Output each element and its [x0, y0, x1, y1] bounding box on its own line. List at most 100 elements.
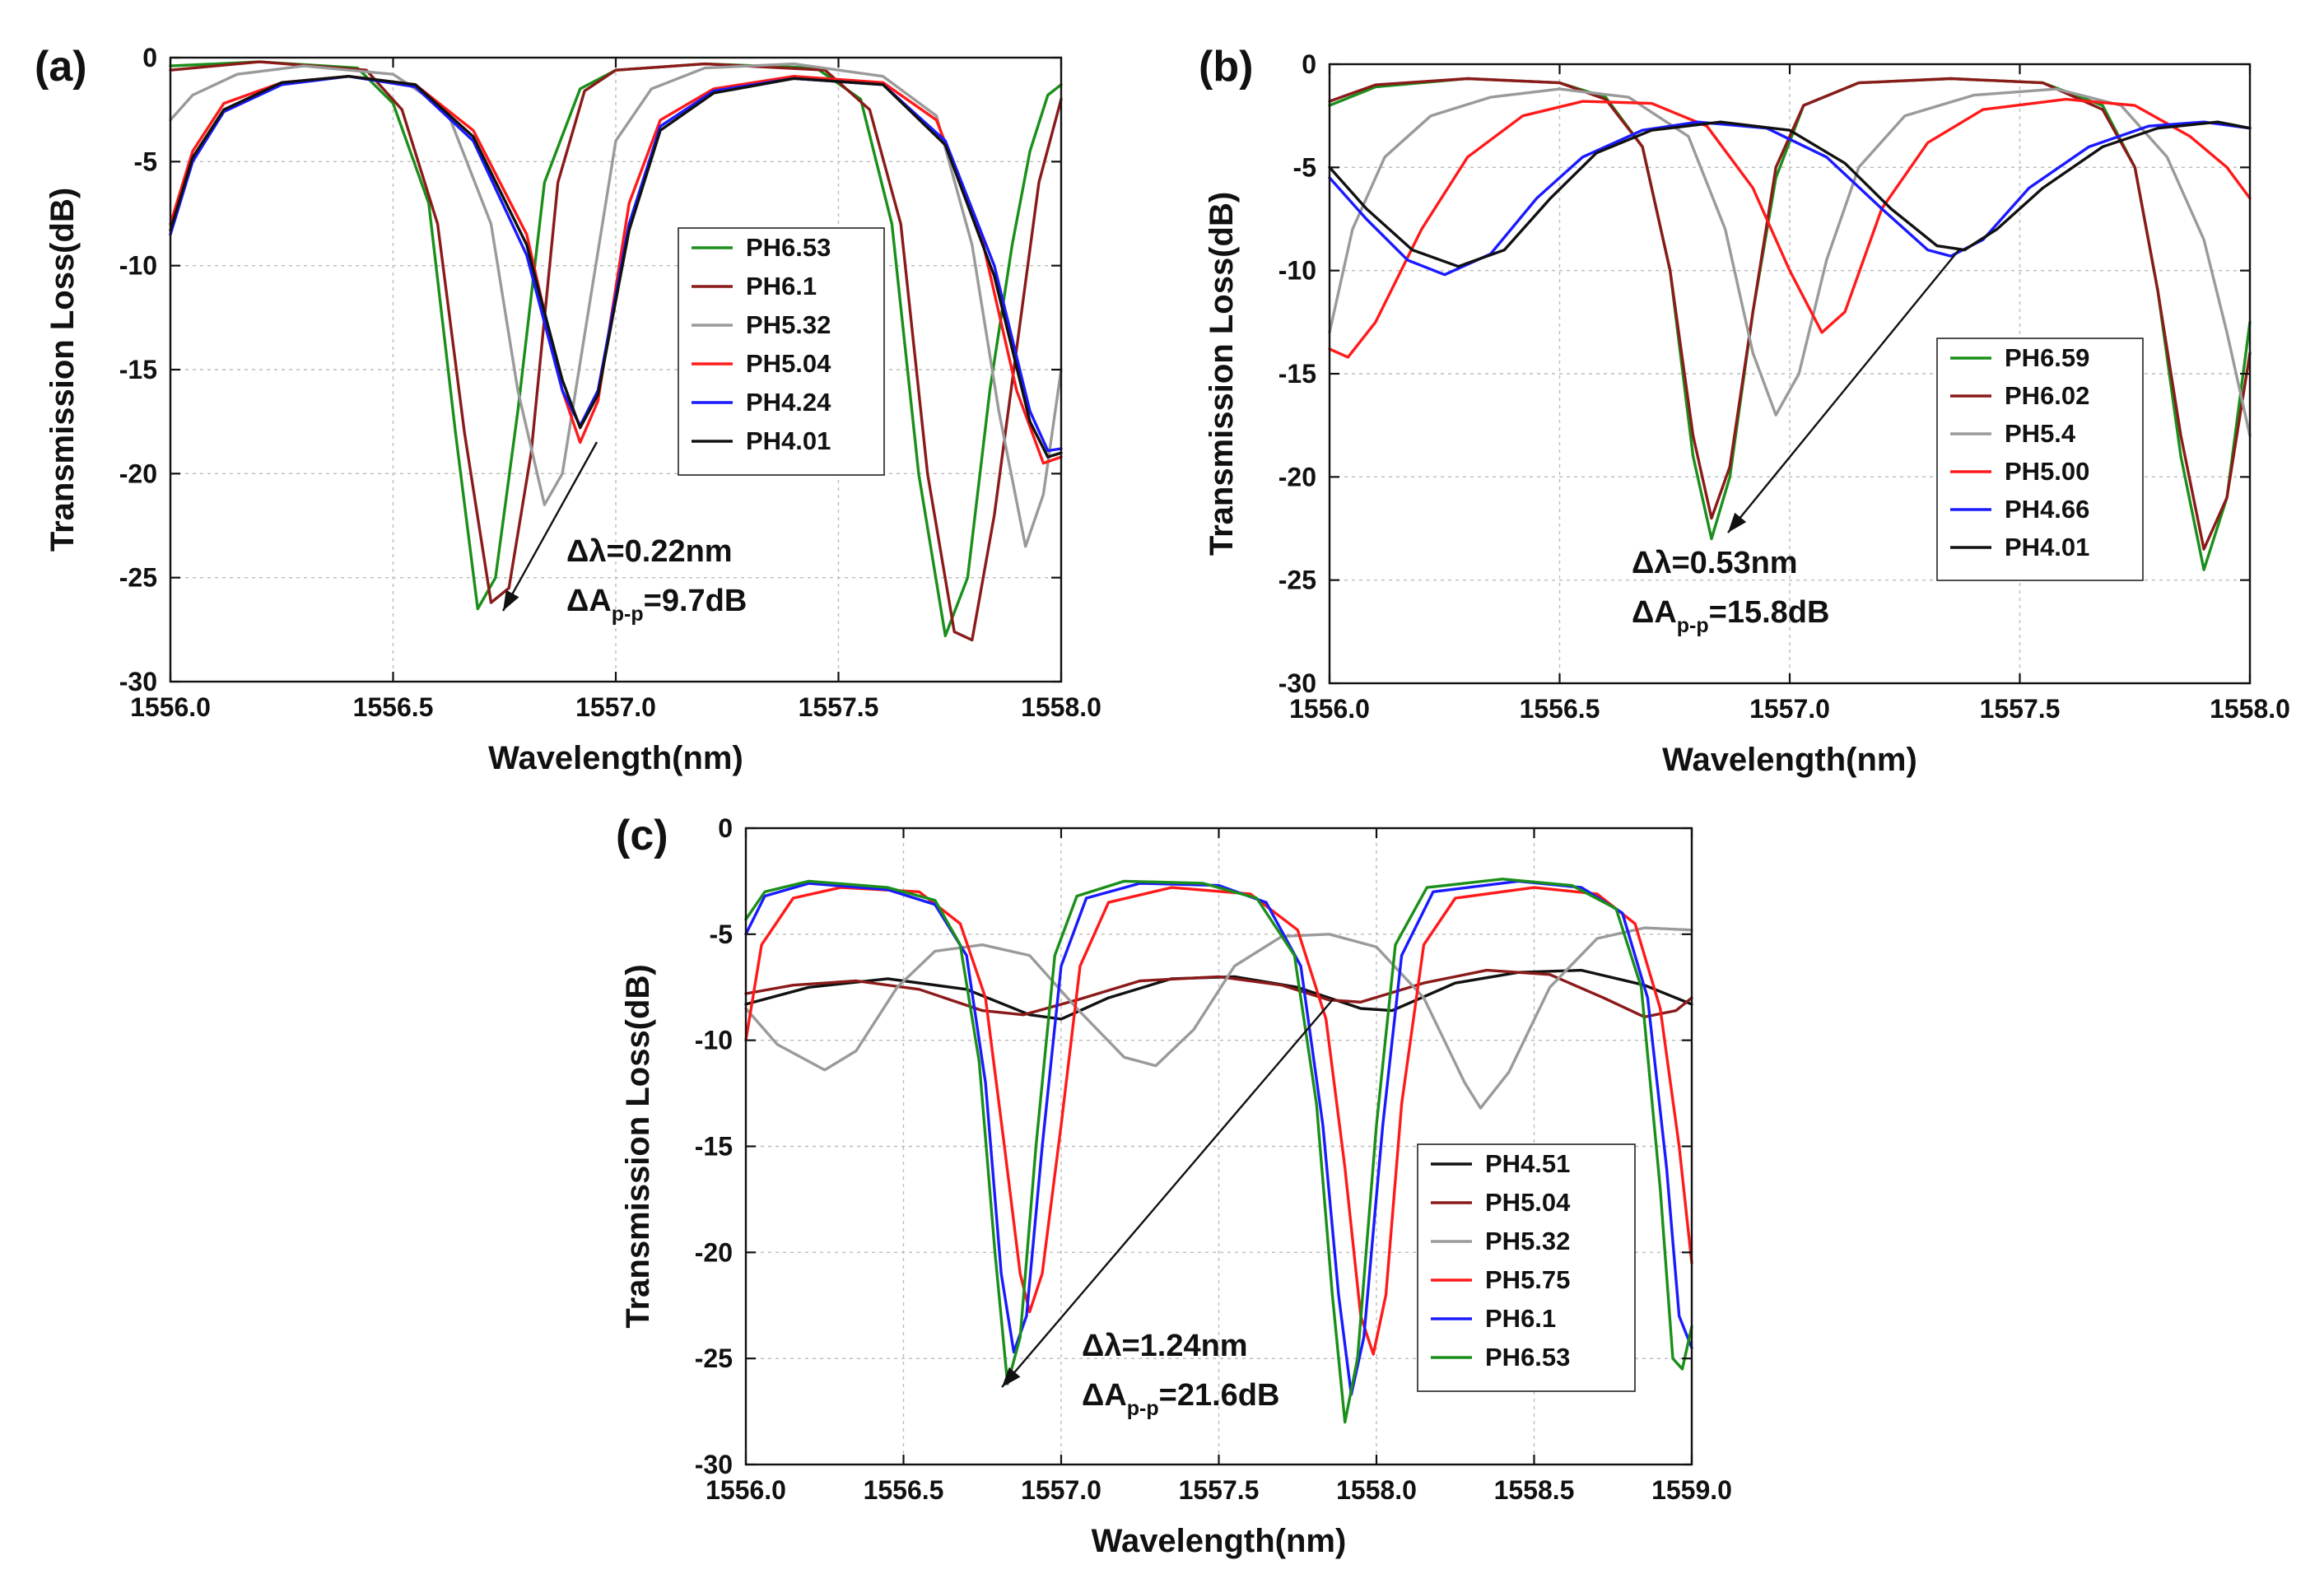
y-tick-label: -15 — [695, 1132, 733, 1162]
x-tick-label: 1557.0 — [1749, 694, 1830, 724]
arrow-shaft — [1727, 249, 1960, 533]
legend-box — [1936, 338, 2144, 581]
annotation-arrow — [1001, 998, 1334, 1388]
series-line-ph5-00 — [1328, 97, 2252, 359]
legend-entry: PH5.75 — [1485, 1265, 1570, 1294]
x-axis-title: Wavelength(nm) — [1092, 1523, 1347, 1559]
annotation-arrow — [501, 441, 598, 612]
y-tick-label: 0 — [1302, 49, 1316, 79]
series-line-ph6-1 — [744, 879, 1693, 1396]
legend-entry: PH4.01 — [2005, 533, 2089, 561]
axis-ticks — [744, 827, 1693, 1466]
gridlines — [170, 58, 1061, 682]
y-tick-label: -25 — [1278, 566, 1316, 595]
legend-entry: PH4.01 — [746, 426, 831, 455]
annotation-delta-amplitude: ΔAp-p=21.6dB — [1082, 1378, 1279, 1420]
x-axis-title: Wavelength(nm) — [1662, 742, 1917, 778]
legend-entry: PH6.53 — [746, 233, 831, 262]
annotation-arrow — [1727, 249, 1960, 533]
x-tick-label: 1557.5 — [799, 692, 879, 722]
x-tick-label: 1558.0 — [2210, 694, 2290, 724]
legend-entry: PH5.4 — [2005, 419, 2076, 448]
y-tick-label: -20 — [119, 459, 157, 488]
plot-area — [1328, 77, 2252, 571]
legend-entry: PH6.1 — [1485, 1304, 1556, 1333]
legend: PH4.51 PH5.04 PH5.32 PH5.75 PH6.1 PH6.53 — [1417, 1143, 1636, 1392]
legend-entry: PH5.00 — [2005, 457, 2089, 486]
x-tick-label: 1557.5 — [1980, 694, 2061, 724]
arrow-shaft — [1001, 998, 1334, 1388]
y-tick-label: -15 — [119, 355, 157, 384]
panel-label: (b) — [1199, 43, 1253, 91]
legend-entry: PH4.66 — [2005, 495, 2089, 524]
y-tick-label: 0 — [718, 813, 733, 843]
legend: PH6.59 PH6.02 PH5.4 PH5.00 PH4.66 PH4.01 — [1936, 338, 2144, 581]
y-tick-label: -5 — [1293, 152, 1316, 182]
y-tick-label: -30 — [695, 1450, 733, 1479]
x-tick-label: 1556.5 — [353, 692, 434, 722]
series-line-ph5-32 — [169, 62, 1063, 548]
legend-entry: PH5.04 — [1485, 1188, 1571, 1217]
legend-entry: PH6.53 — [1485, 1343, 1570, 1371]
annotation-delta-amplitude: ΔAp-p=15.8dB — [1632, 595, 1829, 637]
x-tick-label: 1556.0 — [1289, 694, 1370, 724]
plot-area — [169, 60, 1063, 642]
x-tick-label: 1556.5 — [1520, 694, 1600, 724]
axis-ticks — [169, 56, 1063, 683]
legend-entry: PH5.32 — [1485, 1227, 1570, 1255]
series-line-ph4-01 — [1328, 120, 2252, 268]
panel-a: 1556.0 1556.5 1557.0 1557.5 1558.0 0 -5 -10 -15 -… — [35, 43, 1101, 776]
legend-entry: PH6.1 — [746, 272, 817, 300]
x-tick-label: 1557.0 — [1021, 1475, 1101, 1505]
legend-entry: PH6.02 — [2005, 381, 2089, 410]
y-tick-label: -20 — [1278, 462, 1316, 491]
legend-entry: PH6.59 — [2005, 343, 2089, 372]
y-tick-label: -5 — [134, 147, 157, 176]
panel-b: 1556.0 1556.5 1557.0 1557.5 1558.0 0 -5 -10 -15 -… — [1199, 43, 2290, 778]
legend-box — [1417, 1143, 1636, 1392]
arrow-head — [1728, 512, 1747, 533]
panel-c: 1556.0 1556.5 1557.0 1557.5 1558.0 1558.5 1559… — [616, 812, 1732, 1559]
legend-box — [678, 227, 885, 476]
series-line-ph6-53 — [744, 878, 1693, 1424]
y-tick-label: -15 — [1278, 359, 1316, 389]
series-line-ph5-32 — [744, 926, 1693, 1110]
arrow-shaft — [501, 441, 598, 612]
x-tick-label: 1556.0 — [706, 1475, 786, 1505]
legend-entry: PH5.04 — [746, 349, 831, 378]
panel-label: (c) — [616, 812, 668, 859]
x-tick-label: 1557.0 — [575, 692, 656, 722]
x-tick-label: 1557.5 — [1179, 1475, 1260, 1505]
legend-entry: PH4.24 — [746, 388, 831, 417]
y-tick-label: -5 — [710, 920, 733, 949]
x-tick-label: 1559.0 — [1651, 1475, 1732, 1505]
series-line-ph4-01 — [169, 75, 1063, 459]
y-axis-title: Transmission Loss(dB) — [44, 188, 81, 552]
annotation-delta-lambda: Δλ=0.53nm — [1632, 546, 1798, 580]
x-axis-title: Wavelength(nm) — [488, 740, 743, 776]
y-axis-title: Transmission Loss(dB) — [1204, 192, 1240, 556]
y-tick-label: -10 — [119, 251, 157, 281]
panel-label: (a) — [35, 43, 87, 91]
axis-ticks — [1328, 63, 2252, 685]
x-tick-label: 1556.5 — [864, 1475, 944, 1505]
y-tick-label: -30 — [119, 667, 157, 696]
legend: PH6.53 PH6.1 PH5.32 PH5.04 PH4.24 PH4.01 — [678, 227, 885, 476]
annotation-delta-lambda: Δλ=0.22nm — [566, 534, 733, 569]
annotation-delta-amplitude: ΔAp-p=9.7dB — [566, 584, 747, 626]
plot-area — [744, 878, 1693, 1424]
y-tick-label: -25 — [119, 563, 157, 593]
y-tick-label: -10 — [695, 1026, 733, 1055]
series-line-ph5-75 — [744, 886, 1693, 1356]
y-tick-label: -30 — [1278, 668, 1316, 698]
series-line-ph5-04 — [744, 968, 1693, 1018]
series-line-ph4-51 — [744, 968, 1693, 1021]
series-line-ph4-66 — [1328, 120, 2252, 277]
arrow-head — [503, 589, 519, 611]
y-axis-title: Transmission Loss(dB) — [620, 964, 656, 1328]
legend-entry: PH4.51 — [1485, 1149, 1570, 1178]
series-line-ph6-1 — [169, 60, 1063, 642]
x-tick-label: 1558.5 — [1494, 1475, 1575, 1505]
y-tick-label: -20 — [695, 1237, 733, 1267]
